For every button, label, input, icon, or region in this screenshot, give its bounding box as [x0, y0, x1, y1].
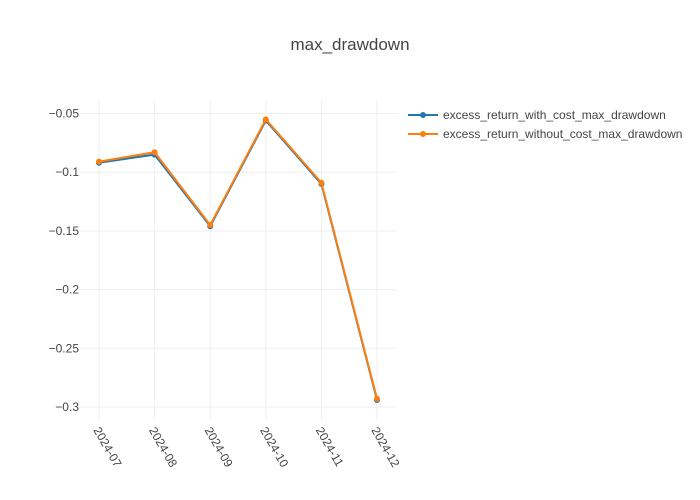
data-point: [374, 395, 380, 402]
series-excess_return_with_cost_max_drawdown: [96, 117, 380, 403]
data-point: [207, 222, 214, 229]
x-tick-label: 2024-11: [313, 425, 347, 470]
series-line: [98, 117, 378, 400]
y-tick-label: −0.3: [55, 400, 79, 414]
legend-item[interactable]: excess_return_without_cost_max_drawdown: [408, 127, 682, 141]
y-tick-label: −0.25: [49, 341, 80, 355]
data-point: [96, 158, 102, 165]
legend-label: excess_return_without_cost_max_drawdown: [443, 127, 682, 141]
y-tick-label: −0.15: [49, 224, 80, 238]
x-tick-label: 2024-12: [368, 425, 402, 470]
x-tick-label: 2024-07: [90, 425, 124, 470]
legend-swatch-marker: [420, 112, 426, 118]
series-excess_return_without_cost_max_drawdown: [96, 116, 380, 402]
legend[interactable]: excess_return_with_cost_max_drawdownexce…: [408, 108, 682, 141]
data-point: [151, 149, 158, 156]
legend-label: excess_return_with_cost_max_drawdown: [443, 108, 666, 122]
chart-title: max_drawdown: [290, 35, 409, 54]
x-tick-label: 2024-09: [202, 425, 236, 470]
x-tick-label: 2024-10: [257, 425, 291, 470]
data-point: [318, 179, 325, 186]
data-point: [262, 116, 269, 123]
legend-swatch-marker: [420, 131, 426, 137]
y-tick-label: −0.1: [55, 165, 79, 179]
x-axis-ticks: 2024-07 2024-08 2024-09 2024-10 2024-11 2024-…: [90, 425, 402, 470]
y-axis-ticks: −0.05 −0.1 −0.15 −0.2 −0.25 −0.3: [49, 107, 80, 415]
x-tick-label: 2024-08: [146, 425, 180, 470]
y-tick-label: −0.2: [55, 283, 79, 297]
series-lines: [96, 116, 380, 403]
y-tick-label: −0.05: [49, 107, 80, 121]
legend-item[interactable]: excess_return_with_cost_max_drawdown: [408, 108, 666, 122]
grid: [80, 100, 397, 420]
series-line: [98, 118, 378, 401]
